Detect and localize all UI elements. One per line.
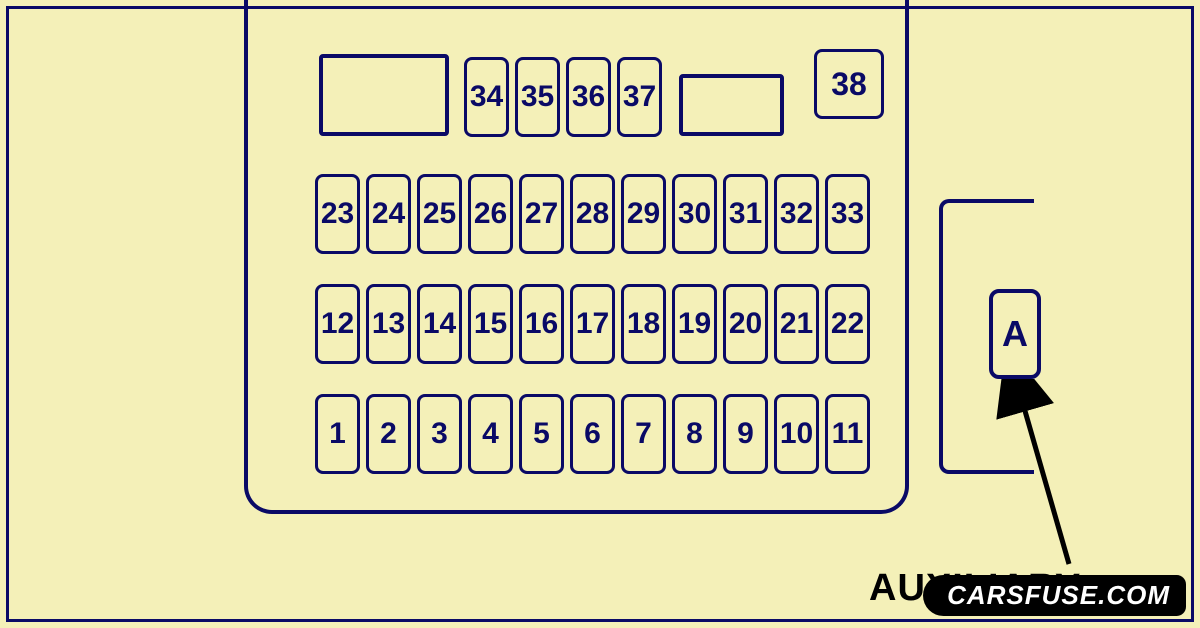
fuse-slot: 14 [417,284,462,364]
fuse-slot: 16 [519,284,564,364]
fuse-slot: 13 [366,284,411,364]
fuse-slot: 23 [315,174,360,254]
fuse-slot: 28 [570,174,615,254]
fuse-slot: 34 [464,57,509,137]
blank-box-1 [319,54,449,136]
fuse-row-3: 2324252627282930313233 [315,174,870,254]
fuse-38: 38 [814,49,884,119]
fuse-slot: 31 [723,174,768,254]
fuse-slot: 37 [617,57,662,137]
fuse-slot: 8 [672,394,717,474]
fuse-slot: 17 [570,284,615,364]
fuse-slot: 7 [621,394,666,474]
fuse-slot: 30 [672,174,717,254]
fuse-slot: 36 [566,57,611,137]
fuse-slot: 18 [621,284,666,364]
fuse-slot: 26 [468,174,513,254]
fuse-slot: 15 [468,284,513,364]
fuse-slot: 9 [723,394,768,474]
fuse-slot: 24 [366,174,411,254]
fuse-slot: 11 [825,394,870,474]
fuse-slot: 10 [774,394,819,474]
watermark: CARSFUSE.COM [923,575,1186,616]
diagram-canvas: 38 34353637 2324252627282930313233 12131… [6,6,1194,622]
fuse-slot: 2 [366,394,411,474]
fuse-slot: 22 [825,284,870,364]
fuse-slot: 4 [468,394,513,474]
fuse-slot: 12 [315,284,360,364]
fuse-slot: 32 [774,174,819,254]
fuse-label: 38 [831,66,867,103]
fuse-slot: 20 [723,284,768,364]
fuse-row-1: 1234567891011 [315,394,870,474]
aux-slot-label: A [1002,313,1028,355]
fuse-row-top: 34353637 [464,57,662,137]
fuse-slot: 27 [519,174,564,254]
fuse-slot: 3 [417,394,462,474]
fuse-slot: 33 [825,174,870,254]
fuse-slot: 19 [672,284,717,364]
fuse-slot: 21 [774,284,819,364]
fuse-row-2: 1213141516171819202122 [315,284,870,364]
blank-box-2 [679,74,784,136]
auxiliary-slot: A [989,289,1041,379]
fuse-slot: 25 [417,174,462,254]
fuse-slot: 35 [515,57,560,137]
auxiliary-arrow [959,379,1089,579]
fuse-slot: 6 [570,394,615,474]
fuse-slot: 5 [519,394,564,474]
fuse-slot: 1 [315,394,360,474]
fuse-slot: 29 [621,174,666,254]
